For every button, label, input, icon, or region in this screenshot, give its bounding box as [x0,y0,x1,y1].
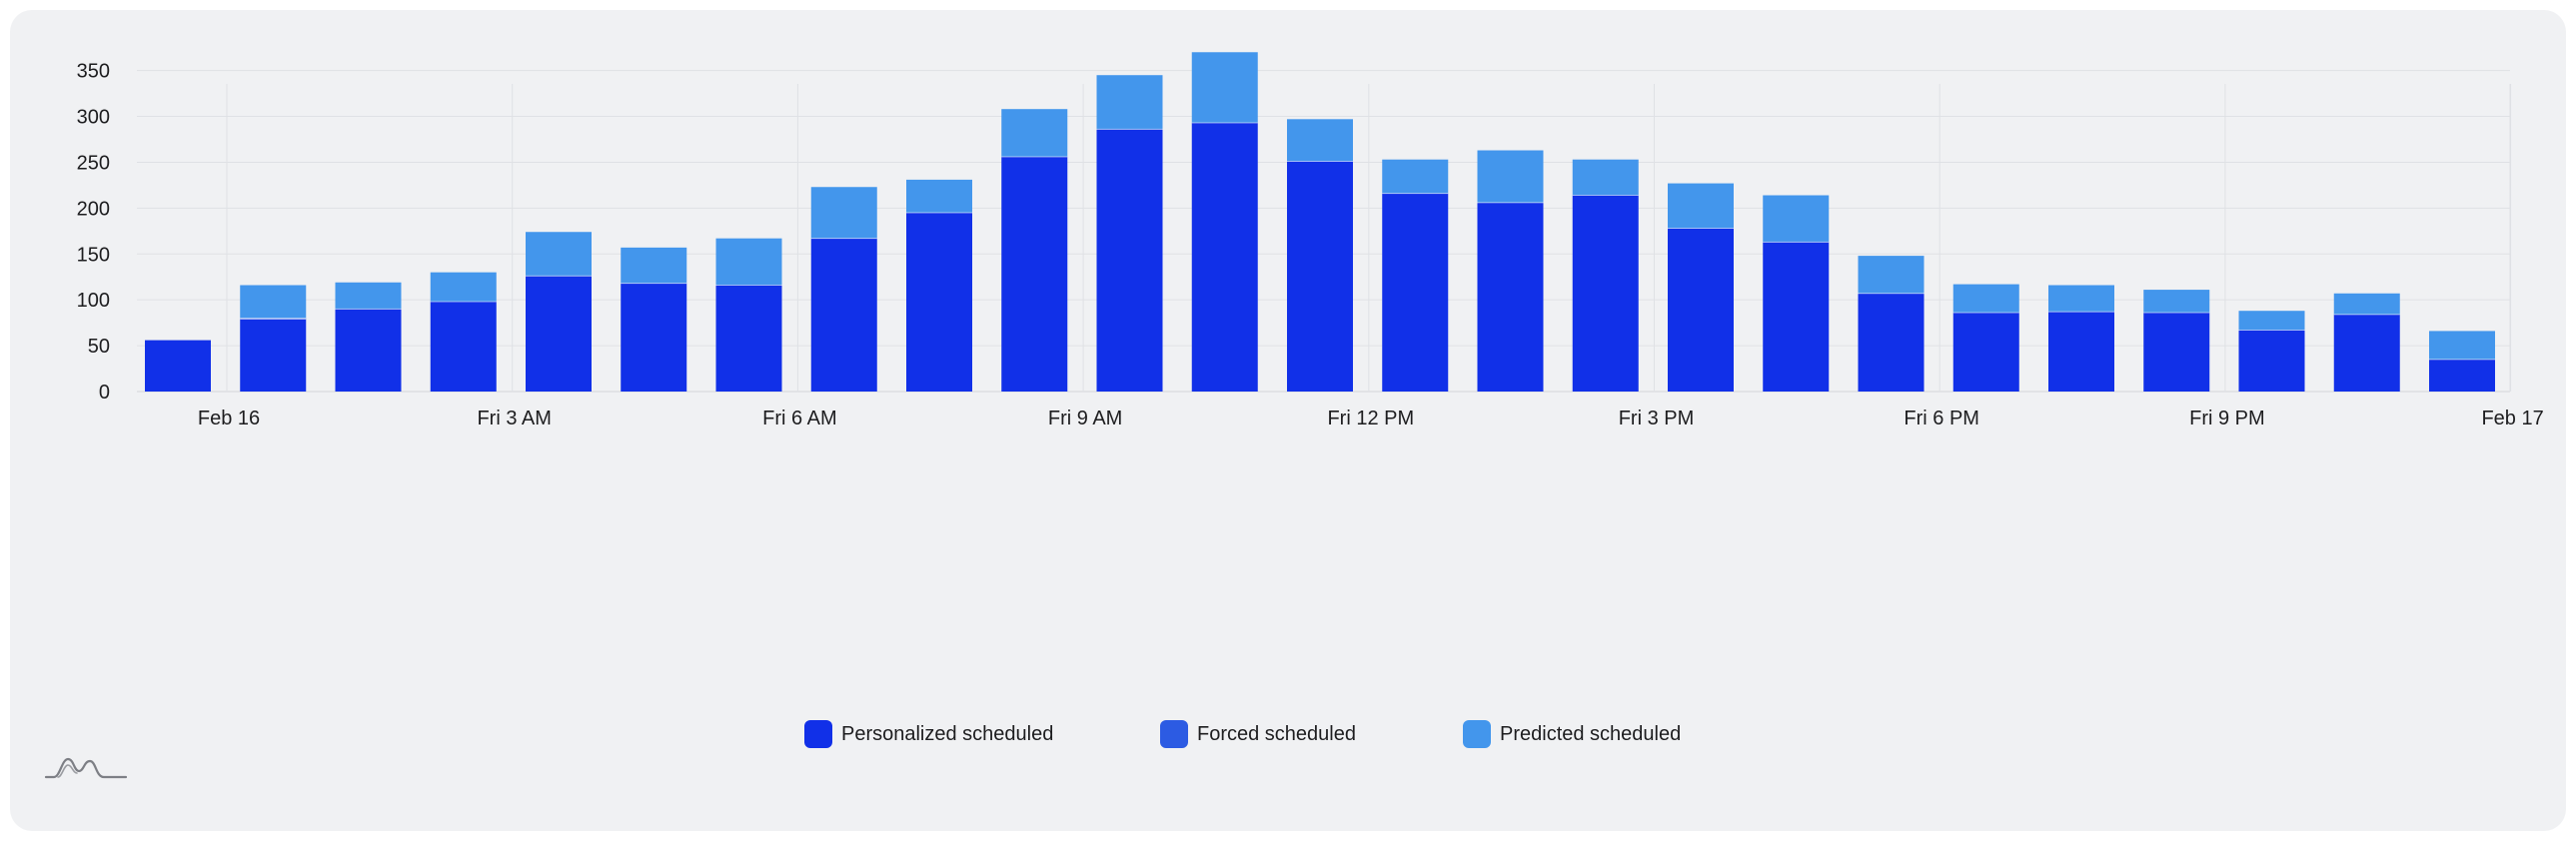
bar-segment-personalized-scheduled [1952,313,2019,392]
bar-segment-personalized-scheduled [906,212,972,392]
x-tick-label: Fri 6 AM [762,408,836,429]
x-tick-label: Feb 16 [198,408,260,429]
bar-segment-predicted-scheduled [1572,159,1639,196]
x-tick-label: Fri 9 PM [2189,408,2265,429]
bar-segment-personalized-scheduled [1763,242,1830,392]
bar-segment-predicted-scheduled [1096,75,1163,130]
bar-segment-personalized-scheduled [526,276,592,392]
legend-label-personalized: Personalized scheduled [841,722,1054,745]
y-tick-label: 350 [77,61,110,83]
x-tick-label: Fri 9 AM [1048,408,1122,429]
bar-segment-personalized-scheduled [240,319,307,392]
bar-segment-personalized-scheduled [715,285,782,392]
legend-label-forced: Forced scheduled [1197,722,1356,745]
bar-segment-predicted-scheduled [2048,285,2114,313]
x-tick-label: Feb 17 [2481,408,2543,429]
bar-segment-personalized-scheduled [810,238,877,392]
bar-segment-personalized-scheduled [1477,202,1544,392]
bar-segment-predicted-scheduled [1287,119,1353,162]
x-tick-label: Fri 3 AM [477,408,551,429]
bar-segment-predicted-scheduled [1763,195,1830,243]
bar-segment-predicted-scheduled [715,238,782,286]
legend-item-predicted-scheduled[interactable]: Predicted scheduled [1463,717,1681,751]
y-tick-label: 250 [77,152,110,174]
y-tick-label: 150 [77,244,110,266]
bar-segment-predicted-scheduled [1477,150,1544,203]
legend-swatch-personalized [804,720,832,748]
bar-segment-personalized-scheduled [1001,156,1068,392]
legend-label-predicted: Predicted scheduled [1500,722,1682,745]
bar-segment-predicted-scheduled [240,285,307,319]
bar-segment-personalized-scheduled [2143,313,2210,392]
stacked-bar-chart: 0 50 100 150 200 250 300 350 Feb 16 Fri 3 AM Fri 6… [77,52,2544,429]
bar-segment-personalized-scheduled [1382,193,1449,392]
bar-segment-predicted-scheduled [1952,284,2019,314]
bar-segment-personalized-scheduled [2333,314,2400,392]
bar-segment-personalized-scheduled [2048,312,2114,392]
bar-segment-predicted-scheduled [335,282,402,310]
bar-segment-personalized-scheduled [2238,330,2305,392]
legend-item-personalized-scheduled[interactable]: Personalized scheduled [804,717,1053,751]
bar-segment-predicted-scheduled [1191,52,1258,123]
bar-segment-personalized-scheduled [1287,161,1353,392]
chart-card: 0 50 100 150 200 250 300 350 Feb 16 Fri 3 AM Fri 6… [10,10,2566,831]
bar-segment-predicted-scheduled [906,179,972,213]
bar-segment-personalized-scheduled [1096,129,1163,392]
bar-segment-personalized-scheduled [430,302,497,392]
bar-segment-personalized-scheduled [2429,359,2495,392]
legend-item-forced-scheduled[interactable]: Forced scheduled [1160,717,1356,751]
bar-segment-predicted-scheduled [1668,183,1734,229]
x-tick-label: Fri 6 PM [1904,408,1979,429]
y-tick-label: 100 [77,290,110,312]
y-tick-label: 200 [77,198,110,220]
bar-segment-predicted-scheduled [1001,109,1068,157]
x-tick-label: Fri 12 PM [1327,408,1414,429]
y-tick-label: 50 [88,336,110,358]
bar-segment-predicted-scheduled [621,247,687,284]
bar-segment-personalized-scheduled [1858,293,1925,392]
bar-segment-predicted-scheduled [2429,331,2495,360]
y-tick-label: 300 [77,107,110,129]
x-tick-label: Fri 3 PM [1619,408,1695,429]
bar-segment-personalized-scheduled [335,309,402,392]
bar-segment-personalized-scheduled [145,340,211,392]
legend-swatch-forced [1160,720,1188,748]
bar-segment-predicted-scheduled [2238,311,2305,331]
bar-segment-personalized-scheduled [1668,228,1734,392]
bar-segment-predicted-scheduled [1382,159,1449,194]
bar-segment-predicted-scheduled [2333,293,2400,315]
bar-segment-personalized-scheduled [621,283,687,392]
y-tick-label: 0 [99,382,110,404]
logo-icon [44,757,128,779]
legend-swatch-predicted [1463,720,1491,748]
bar-segment-personalized-scheduled [1191,122,1258,392]
bar-segment-predicted-scheduled [1858,256,1925,294]
bar-segment-predicted-scheduled [526,232,592,277]
bar-segment-personalized-scheduled [1572,195,1639,392]
bar-segment-predicted-scheduled [810,187,877,239]
bar-segment-predicted-scheduled [430,272,497,303]
chart-legend: Personalized scheduled Forced scheduled … [10,717,2566,751]
bar-segment-predicted-scheduled [2143,290,2210,314]
